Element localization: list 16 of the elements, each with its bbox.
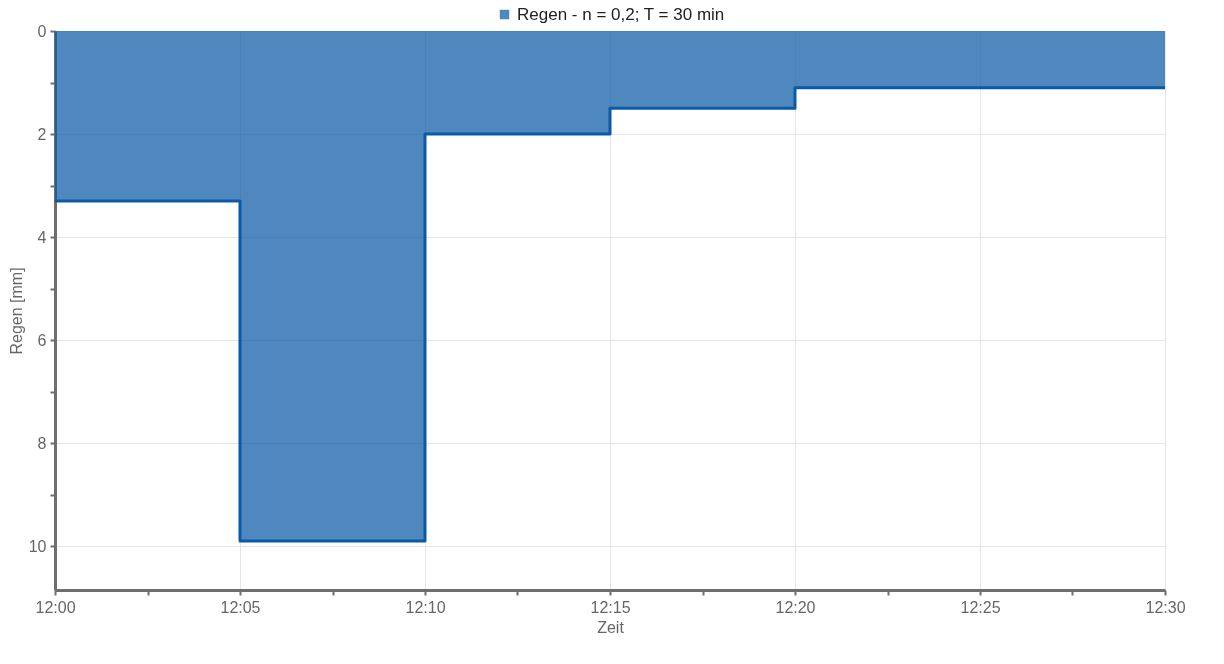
y-tick-label: 2 <box>37 125 47 143</box>
legend-label: Regen - n = 0,2; T = 30 min <box>517 4 725 24</box>
x-tick-label: 12:20 <box>775 598 816 616</box>
y-axis-title: Regen [mm] <box>7 267 25 355</box>
x-tick-label: 12:30 <box>1145 598 1186 616</box>
y-tick-label: 6 <box>37 331 47 349</box>
x-tick-label: 12:25 <box>960 598 1001 616</box>
y-tick-label: 8 <box>37 434 47 452</box>
y-tick-label: 0 <box>37 22 47 40</box>
y-tick-label: 10 <box>28 537 47 555</box>
y-tick-label: 4 <box>37 228 47 246</box>
x-tick-label: 12:05 <box>220 598 261 616</box>
x-tick-label: 12:00 <box>35 598 76 616</box>
x-tick-label: 12:10 <box>405 598 446 616</box>
x-tick-label: 12:15 <box>590 598 631 616</box>
x-axis-title: Zeit <box>597 618 625 636</box>
